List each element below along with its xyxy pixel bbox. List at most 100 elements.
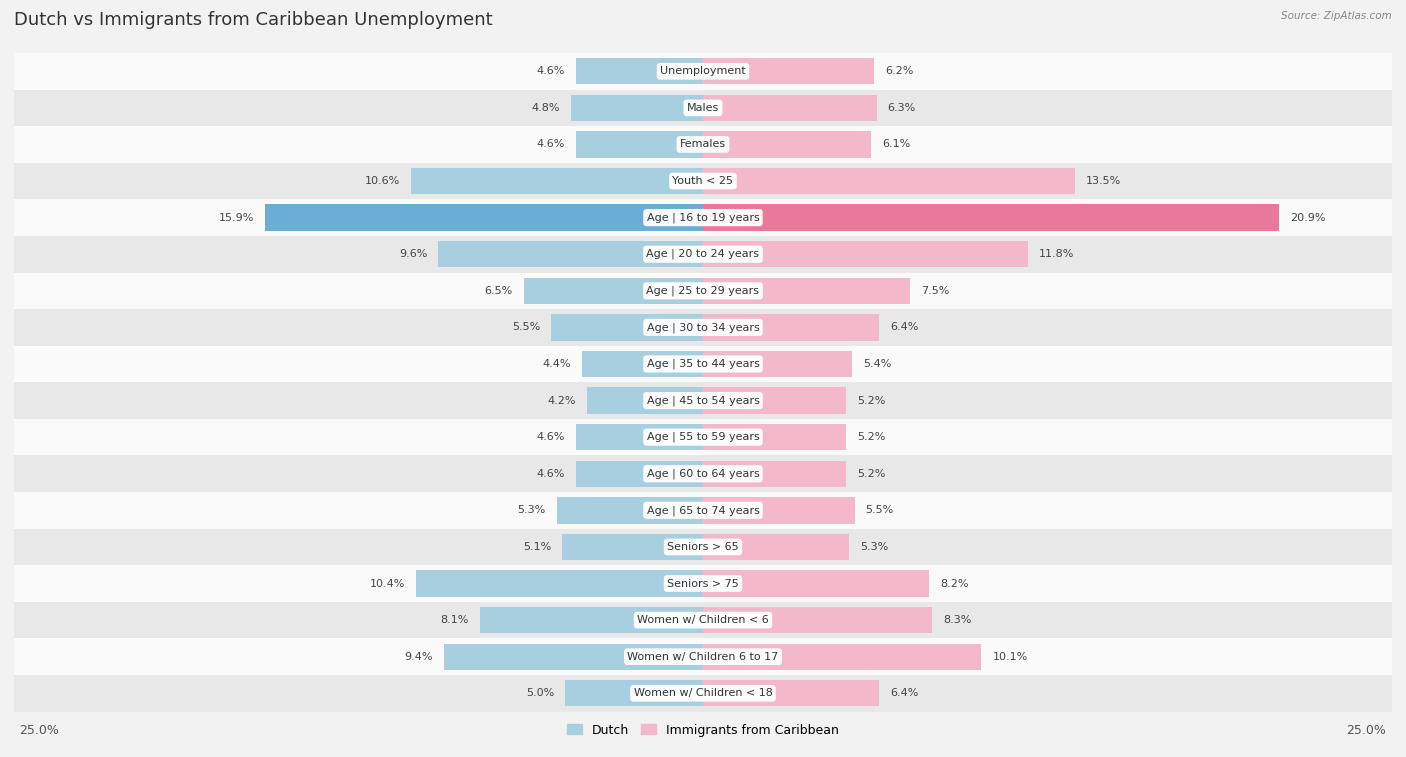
Bar [576, 58, 703, 85]
Text: 4.4%: 4.4% [543, 359, 571, 369]
Text: Age | 45 to 54 years: Age | 45 to 54 years [647, 395, 759, 406]
Text: Seniors > 65: Seniors > 65 [668, 542, 738, 552]
Text: 5.2%: 5.2% [858, 432, 886, 442]
Text: 6.4%: 6.4% [890, 688, 918, 698]
Text: Age | 16 to 19 years: Age | 16 to 19 years [647, 213, 759, 223]
Text: Age | 65 to 74 years: Age | 65 to 74 years [647, 505, 759, 516]
Bar [14, 53, 1392, 89]
Text: Youth < 25: Youth < 25 [672, 176, 734, 186]
Bar [703, 278, 910, 304]
Bar [588, 388, 703, 414]
Text: Seniors > 75: Seniors > 75 [666, 578, 740, 588]
Text: 9.6%: 9.6% [399, 249, 427, 259]
Text: Women w/ Children < 6: Women w/ Children < 6 [637, 615, 769, 625]
Bar [703, 350, 852, 377]
Bar [14, 675, 1392, 712]
Text: 10.4%: 10.4% [370, 578, 405, 588]
Bar [14, 346, 1392, 382]
Bar [576, 460, 703, 487]
Bar [565, 680, 703, 706]
Text: 9.4%: 9.4% [405, 652, 433, 662]
Bar [571, 95, 703, 121]
Bar [14, 602, 1392, 638]
Bar [703, 131, 872, 157]
Text: 10.6%: 10.6% [364, 176, 399, 186]
Text: 4.8%: 4.8% [531, 103, 560, 113]
Bar [14, 638, 1392, 675]
Text: 4.6%: 4.6% [537, 139, 565, 149]
Text: Women w/ Children 6 to 17: Women w/ Children 6 to 17 [627, 652, 779, 662]
Text: 6.5%: 6.5% [485, 286, 513, 296]
Bar [439, 241, 703, 267]
Bar [14, 492, 1392, 528]
Bar [703, 643, 981, 670]
Text: 5.3%: 5.3% [517, 506, 546, 516]
Bar [703, 570, 929, 597]
Text: 7.5%: 7.5% [921, 286, 949, 296]
Bar [14, 565, 1392, 602]
Text: 5.5%: 5.5% [512, 322, 540, 332]
Text: 5.2%: 5.2% [858, 396, 886, 406]
Bar [14, 419, 1392, 456]
Text: Females: Females [681, 139, 725, 149]
Bar [14, 89, 1392, 126]
Text: 4.6%: 4.6% [537, 67, 565, 76]
Legend: Dutch, Immigrants from Caribbean: Dutch, Immigrants from Caribbean [561, 718, 845, 742]
Text: 20.9%: 20.9% [1289, 213, 1326, 223]
Bar [411, 168, 703, 195]
Bar [479, 607, 703, 634]
Text: 10.1%: 10.1% [993, 652, 1028, 662]
Bar [14, 236, 1392, 273]
Text: Women w/ Children < 18: Women w/ Children < 18 [634, 688, 772, 698]
Text: 8.3%: 8.3% [943, 615, 972, 625]
Bar [576, 424, 703, 450]
Bar [703, 241, 1028, 267]
Bar [14, 382, 1392, 419]
Bar [703, 497, 855, 524]
Bar [14, 163, 1392, 199]
Bar [14, 199, 1392, 236]
Text: 8.1%: 8.1% [440, 615, 468, 625]
Bar [562, 534, 703, 560]
Text: 15.9%: 15.9% [218, 213, 254, 223]
Text: 4.2%: 4.2% [548, 396, 576, 406]
Bar [703, 388, 846, 414]
Bar [703, 460, 846, 487]
Text: Dutch vs Immigrants from Caribbean Unemployment: Dutch vs Immigrants from Caribbean Unemp… [14, 11, 492, 30]
Text: 11.8%: 11.8% [1039, 249, 1074, 259]
Text: Age | 60 to 64 years: Age | 60 to 64 years [647, 469, 759, 479]
Bar [703, 204, 1279, 231]
Text: Age | 20 to 24 years: Age | 20 to 24 years [647, 249, 759, 260]
Text: Age | 55 to 59 years: Age | 55 to 59 years [647, 432, 759, 442]
Text: 5.3%: 5.3% [860, 542, 889, 552]
Text: 6.1%: 6.1% [882, 139, 910, 149]
Bar [264, 204, 703, 231]
Bar [703, 607, 932, 634]
Text: 5.2%: 5.2% [858, 469, 886, 478]
Text: 8.2%: 8.2% [941, 578, 969, 588]
Text: Unemployment: Unemployment [661, 67, 745, 76]
Bar [14, 456, 1392, 492]
Text: 6.3%: 6.3% [887, 103, 915, 113]
Bar [14, 528, 1392, 565]
Bar [703, 314, 879, 341]
Bar [703, 534, 849, 560]
Bar [582, 350, 703, 377]
Bar [444, 643, 703, 670]
Text: 25.0%: 25.0% [1347, 724, 1386, 737]
Bar [576, 131, 703, 157]
Bar [703, 58, 875, 85]
Text: 5.5%: 5.5% [866, 506, 894, 516]
Text: 4.6%: 4.6% [537, 469, 565, 478]
Text: 5.4%: 5.4% [863, 359, 891, 369]
Text: 5.0%: 5.0% [526, 688, 554, 698]
Bar [703, 424, 846, 450]
Bar [416, 570, 703, 597]
Text: Males: Males [688, 103, 718, 113]
Text: 6.2%: 6.2% [884, 67, 914, 76]
Text: Source: ZipAtlas.com: Source: ZipAtlas.com [1281, 11, 1392, 21]
Text: Age | 35 to 44 years: Age | 35 to 44 years [647, 359, 759, 369]
Bar [703, 95, 876, 121]
Text: Age | 25 to 29 years: Age | 25 to 29 years [647, 285, 759, 296]
Bar [14, 309, 1392, 346]
